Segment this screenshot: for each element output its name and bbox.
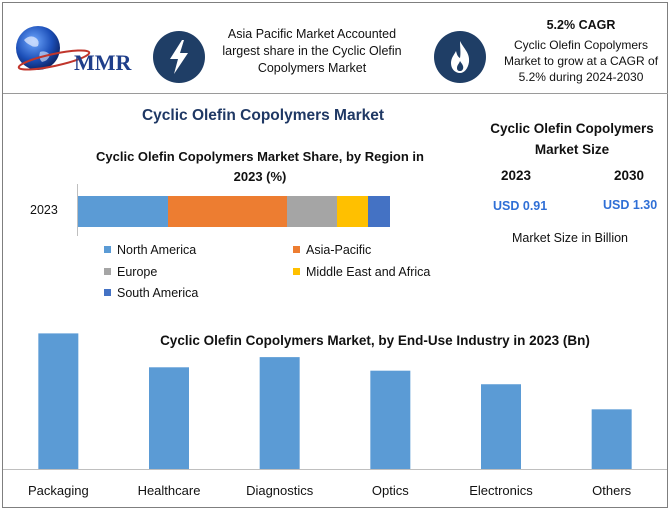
legend-swatch xyxy=(104,246,111,253)
share-axis xyxy=(77,184,78,236)
enduse-bar-electronics xyxy=(481,384,521,469)
enduse-bar-others xyxy=(591,409,632,469)
logo-text: MMR xyxy=(74,50,132,75)
share-segment-asia-pacific xyxy=(168,196,288,227)
share-segment-north-america xyxy=(78,196,169,227)
enduse-tick-label: Electronics xyxy=(469,483,533,498)
enduse-bar-optics xyxy=(370,370,411,469)
market-size-value-end: USD 1.30 xyxy=(603,198,658,212)
enduse-tick-label: Diagnostics xyxy=(246,483,314,498)
enduse-tick-label: Packaging xyxy=(28,483,89,498)
legend-item-asia-pacific: Asia-Pacific xyxy=(293,243,371,257)
header-divider xyxy=(3,93,668,94)
legend-item-middle-east-and-africa: Middle East and Africa xyxy=(293,265,430,279)
legend-label: Europe xyxy=(117,265,158,279)
legend-label: Middle East and Africa xyxy=(306,265,431,279)
bolt-icon xyxy=(170,40,188,74)
infographic-frame xyxy=(2,2,668,508)
market-size-title: Cyclic Olefin Copolymers Market Size xyxy=(490,121,654,157)
globe-icon xyxy=(16,26,91,71)
share-segment-europe xyxy=(287,196,337,227)
flame-icon xyxy=(451,41,470,73)
flame-icon-badge xyxy=(434,31,486,83)
legend-swatch xyxy=(293,268,300,275)
market-size-year-start: 2023 xyxy=(501,168,532,183)
legend-item-north-america: North America xyxy=(104,243,196,257)
enduse-chart-title: Cyclic Olefin Copolymers Market, by End-… xyxy=(160,333,590,348)
bolt-icon-badge xyxy=(153,31,205,83)
legend-swatch xyxy=(293,246,300,253)
cagr-title: 5.2% CAGR xyxy=(546,18,616,32)
legend-label: North America xyxy=(117,243,197,257)
legend-item-europe: Europe xyxy=(104,265,157,279)
share-chart-title: Cyclic Olefin Copolymers Market Share, b… xyxy=(96,149,424,184)
enduse-tick-label: Others xyxy=(592,483,632,498)
market-size-unit-note: Market Size in Billion xyxy=(480,231,660,245)
legend-label: Asia-Pacific xyxy=(306,243,372,257)
enduse-bar-diagnostics xyxy=(259,357,300,469)
market-size-value-start: USD 0.91 xyxy=(493,199,548,213)
share-segment-south-america xyxy=(368,196,390,227)
enduse-tick-label: Optics xyxy=(372,483,409,498)
cagr-note: Cyclic Olefin Copolymers Market to grow … xyxy=(503,38,659,84)
legend-label: South America xyxy=(117,286,199,300)
main-title: Cyclic Olefin Copolymers Market xyxy=(141,107,385,124)
legend-swatch xyxy=(104,289,111,296)
share-segment-middle-east-and-africa xyxy=(336,196,369,227)
legend-swatch xyxy=(104,268,111,275)
legend-item-south-america: South America xyxy=(104,286,198,300)
enduse-bar-healthcare xyxy=(149,367,189,469)
share-category-label: 2023 xyxy=(30,203,58,217)
region-share-note: Asia Pacific Market Accounted largest sh… xyxy=(222,27,402,75)
market-size-year-end: 2030 xyxy=(614,168,645,183)
enduse-tick-label: Healthcare xyxy=(138,483,201,498)
mmr-logo: MMR xyxy=(14,22,140,78)
enduse-bar-packaging xyxy=(38,333,79,469)
market-size-unit-text: Market Size in Billion xyxy=(511,231,628,245)
